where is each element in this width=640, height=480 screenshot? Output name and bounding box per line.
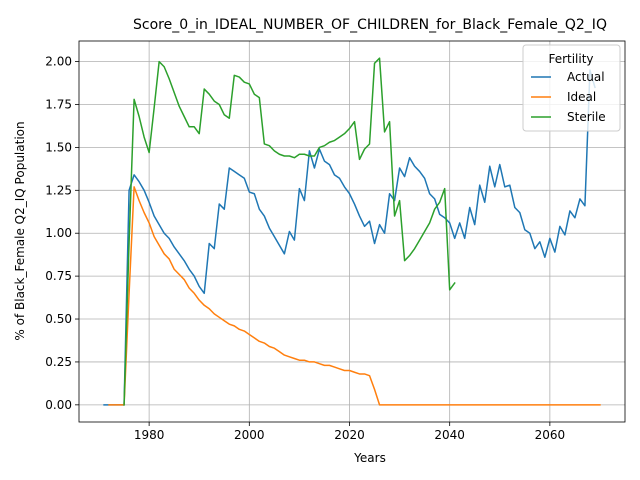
legend-label-actual: Actual	[567, 70, 605, 84]
legend-title: Fertility	[548, 52, 593, 66]
legend-label-sterile: Sterile	[567, 110, 606, 124]
ticks: 1980 2000 2020 2040 2060 0.00 0.25 0.50 0.75 1.00…	[45, 55, 565, 442]
legend: Fertility Actual Ideal Sterile	[522, 44, 621, 132]
y-tick-label: 1.75	[45, 98, 72, 112]
y-tick-label: 0.00	[45, 398, 72, 412]
y-tick-label: 0.75	[45, 269, 72, 283]
series-line-ideal	[108, 186, 601, 406]
x-tick-label: 2060	[535, 428, 566, 442]
y-tick-label: 0.25	[45, 355, 72, 369]
legend-label-ideal: Ideal	[567, 90, 596, 104]
y-tick-label: 1.00	[45, 226, 72, 240]
grid	[79, 41, 625, 422]
series-line-actual	[103, 69, 596, 406]
y-axis-label: % of Black_Female Q2_IQ Population	[13, 121, 27, 340]
chart-title: Score_0_in_IDEAL_NUMBER_OF_CHILDREN_for_…	[133, 17, 607, 33]
y-tick-label: 1.50	[45, 140, 72, 154]
x-tick-label: 2020	[334, 428, 365, 442]
y-tick-label: 2.00	[45, 55, 72, 69]
series-layer	[103, 57, 601, 406]
y-tick-label: 1.25	[45, 183, 72, 197]
y-tick-label: 0.50	[45, 312, 72, 326]
plot-frame	[78, 40, 626, 423]
x-tick-label: 2040	[434, 428, 465, 442]
x-tick-label: 2000	[234, 428, 265, 442]
legend-box	[522, 44, 621, 132]
series-line-sterile	[123, 57, 456, 406]
legend-entries: Actual Ideal Sterile	[531, 70, 606, 124]
x-tick-label: 1980	[134, 428, 165, 442]
x-axis-label: Years	[353, 451, 386, 465]
